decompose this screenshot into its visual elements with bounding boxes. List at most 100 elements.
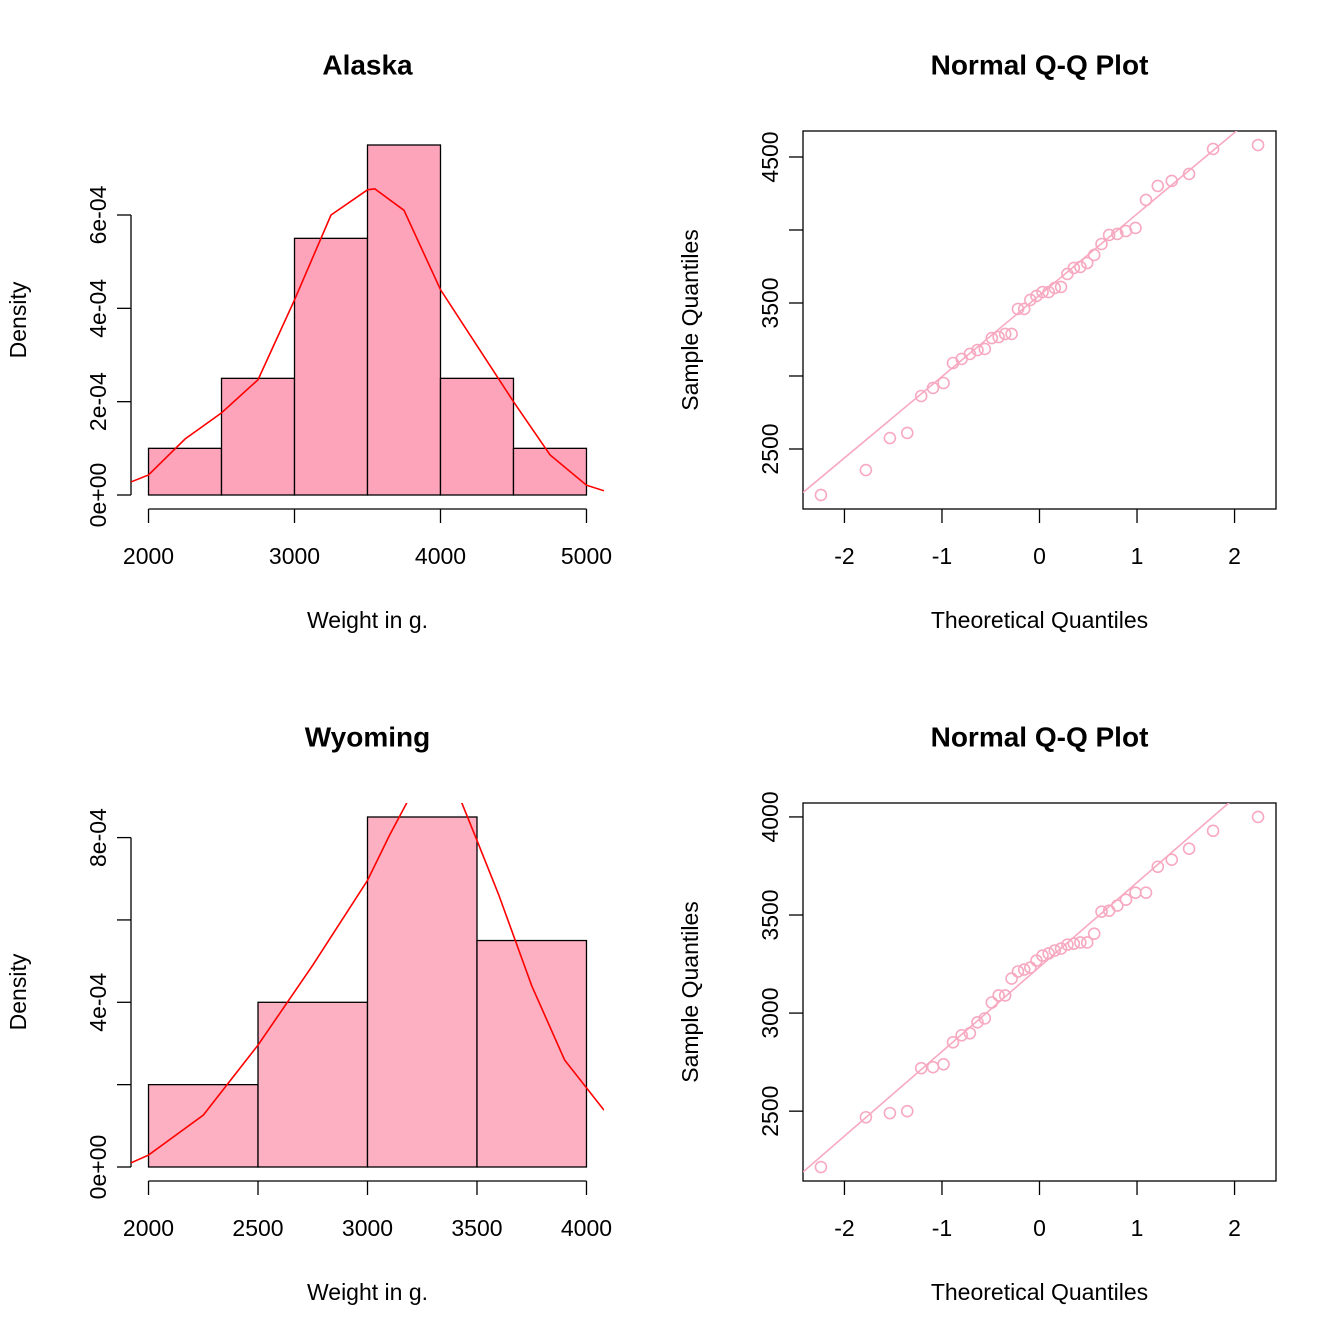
qq-point <box>998 327 1012 341</box>
chart-title: Normal Q-Q Plot <box>931 721 1149 752</box>
x-tick-label: 4000 <box>415 543 466 569</box>
qq-line <box>803 131 1238 494</box>
y-tick-label: 3500 <box>757 277 783 328</box>
histogram-bar <box>512 447 588 496</box>
y-tick-label: 4000 <box>757 791 783 842</box>
y-tick-label: 2e-04 <box>85 372 111 431</box>
qq-point <box>1061 267 1074 281</box>
panel: Alaska Weight in g. Density 2000 3000 4000 500… <box>5 49 612 633</box>
y-tick-label: 4500 <box>757 131 783 182</box>
qq-point <box>926 1060 940 1074</box>
qq-point <box>1119 893 1133 907</box>
qq-point <box>1087 248 1101 262</box>
qq-point <box>1165 174 1179 188</box>
x-tick-label: -1 <box>932 543 952 569</box>
qq-point <box>992 989 1005 1002</box>
qq-point <box>1048 944 1062 957</box>
qq-point <box>1054 942 1068 955</box>
qq-point <box>1042 947 1055 960</box>
qq-point <box>883 1106 897 1120</box>
qq-point <box>992 330 1005 344</box>
x-tick-label: -2 <box>834 543 854 569</box>
qq-point <box>1024 293 1037 307</box>
density-curve <box>131 803 604 1164</box>
x-tick-label: 0 <box>1033 1215 1046 1241</box>
qq-point <box>1111 899 1124 912</box>
y-tick-label: 6e-04 <box>85 185 111 244</box>
qq-point <box>859 463 873 477</box>
qq-point <box>914 389 928 403</box>
histogram-bar <box>366 816 478 1168</box>
x-axis-label: Theoretical Quantiles <box>931 1279 1148 1305</box>
qq-point <box>937 376 950 390</box>
qq-point <box>1087 927 1101 940</box>
qq-point <box>1095 905 1108 918</box>
x-tick-label: 1 <box>1131 543 1144 569</box>
qq-point <box>1151 860 1165 874</box>
qq-point <box>946 1036 960 1049</box>
qq-point <box>998 989 1012 1002</box>
qq-line <box>803 803 1230 1173</box>
x-tick-label: 1 <box>1131 1215 1144 1241</box>
density-curve <box>131 188 604 492</box>
qq-point <box>1165 853 1179 866</box>
y-tick-label: 4e-04 <box>85 279 111 338</box>
qq-point <box>1054 280 1068 294</box>
qq-point <box>814 488 828 502</box>
qq-point <box>900 426 914 440</box>
histogram-bar <box>439 377 515 496</box>
y-tick-label: 2500 <box>757 423 783 474</box>
histogram-bar <box>476 939 588 1168</box>
y-axis-label: Density <box>5 953 31 1030</box>
qq-point <box>1251 138 1265 152</box>
qq-point <box>1017 963 1031 976</box>
qq-point <box>1206 142 1220 156</box>
qq-point <box>1080 936 1094 949</box>
x-tick-label: 4000 <box>561 1215 612 1241</box>
qq-point <box>1095 237 1108 251</box>
x-axis-label: Theoretical Quantiles <box>931 607 1148 633</box>
qq-point <box>1129 886 1142 899</box>
qq-point <box>963 1026 977 1040</box>
y-tick-label: 8e-04 <box>85 808 111 867</box>
qq-point <box>1074 936 1087 949</box>
y-axis-label: Density <box>5 281 31 358</box>
qq-point <box>955 352 968 366</box>
qq-point <box>1129 221 1142 235</box>
qq-point <box>985 331 999 345</box>
x-tick-label: 3000 <box>342 1215 393 1241</box>
histogram-bar <box>147 447 223 496</box>
x-tick-label: 5000 <box>561 543 612 569</box>
y-axis-label: Sample Quantiles <box>677 229 703 411</box>
qq-point <box>926 381 940 395</box>
qq-point <box>971 1016 984 1029</box>
qq-point <box>900 1104 914 1118</box>
qq-point <box>1061 938 1074 951</box>
chart-title: Wyoming <box>305 721 430 752</box>
x-tick-label: -2 <box>834 1215 854 1241</box>
qq-point <box>859 1110 873 1124</box>
qq-point <box>1251 810 1265 824</box>
x-tick-label: 2500 <box>232 1215 283 1241</box>
panel: Normal Q-Q Plot Theoretical Quantiles Samp… <box>677 721 1277 1305</box>
qq-point <box>1005 972 1018 985</box>
plot-box <box>802 130 1277 510</box>
chart-title: Normal Q-Q Plot <box>931 49 1149 80</box>
qq-point <box>1011 302 1025 316</box>
y-tick-label: 3500 <box>757 889 783 940</box>
qq-point <box>1206 824 1220 838</box>
qq-point <box>985 996 999 1009</box>
qq-point <box>1182 167 1196 181</box>
x-tick-label: 3000 <box>269 543 320 569</box>
histogram-bar <box>366 144 442 496</box>
qq-point <box>1074 260 1087 274</box>
panel: Normal Q-Q Plot Theoretical Quantiles Samp… <box>677 49 1277 633</box>
histogram-bar <box>147 1083 259 1168</box>
qq-point <box>1011 965 1025 978</box>
qq-point <box>955 1028 968 1042</box>
qq-point <box>1102 228 1116 242</box>
y-tick-label: 0e+00 <box>85 1135 111 1200</box>
x-tick-label: 2 <box>1228 543 1241 569</box>
